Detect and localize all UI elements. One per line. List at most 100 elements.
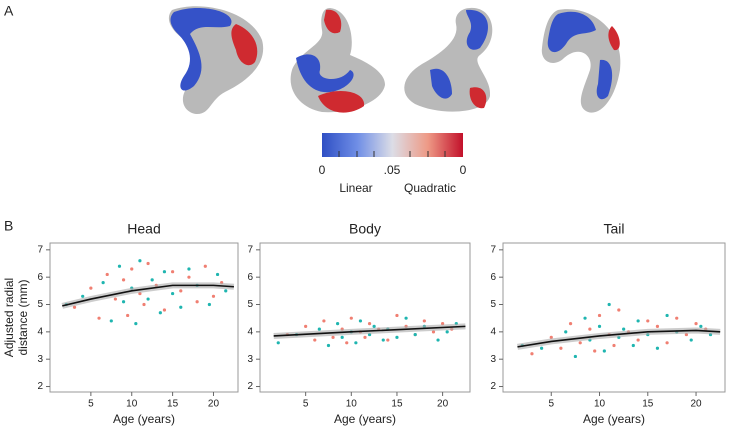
data-point <box>646 319 650 323</box>
data-point <box>322 319 326 323</box>
x-tick-label: 10 <box>126 399 138 410</box>
data-point <box>211 294 216 298</box>
data-point <box>345 341 349 345</box>
y-tick-label: 7 <box>490 244 496 255</box>
data-point <box>171 291 175 296</box>
x-tick-label: 5 <box>303 399 309 410</box>
data-point <box>617 308 621 312</box>
data-point <box>436 338 440 342</box>
data-point <box>195 300 199 304</box>
x-axis-label: Age (years) <box>113 412 175 426</box>
y-tick-label: 7 <box>247 244 253 255</box>
data-point <box>171 270 175 274</box>
data-point <box>121 278 126 282</box>
data-point <box>130 267 134 271</box>
x-tick-label: 20 <box>208 399 220 410</box>
panel-label: B <box>4 218 13 234</box>
data-point <box>622 327 626 331</box>
data-point <box>386 338 390 342</box>
y-tick-label: 3 <box>37 354 43 365</box>
y-tick-label: 6 <box>37 272 43 283</box>
data-point <box>655 324 660 328</box>
y-tick-label: 2 <box>490 381 496 392</box>
x-tick-label: 5 <box>88 399 94 410</box>
y-axis-label: distance (mm) <box>16 279 30 355</box>
data-point <box>150 278 154 282</box>
data-point <box>97 316 101 320</box>
data-point <box>179 289 183 293</box>
data-point <box>72 305 77 309</box>
data-point <box>422 319 426 323</box>
data-point <box>602 349 606 353</box>
y-tick-label: 5 <box>490 299 496 310</box>
data-point <box>363 335 367 339</box>
x-axis-label: Age (years) <box>583 412 645 426</box>
data-point <box>326 343 331 348</box>
data-point <box>367 322 372 326</box>
data-point <box>358 319 363 323</box>
data-point <box>597 313 602 318</box>
data-point <box>187 267 191 271</box>
data-point <box>146 261 150 266</box>
data-point <box>215 272 220 277</box>
y-tick-label: 5 <box>247 299 253 310</box>
x-tick-label: 10 <box>346 399 358 410</box>
hippocampus-view-1 <box>168 6 264 115</box>
data-point <box>179 305 183 309</box>
colorbar-tick-label: 0 <box>319 163 326 177</box>
data-point <box>372 324 376 328</box>
hippocampus-view-3 <box>404 7 493 112</box>
data-point <box>336 322 340 326</box>
data-point <box>313 338 317 342</box>
data-point <box>331 335 335 339</box>
data-point <box>699 324 703 328</box>
x-tick-label: 15 <box>391 399 403 410</box>
data-point <box>694 322 698 326</box>
data-point <box>109 319 113 323</box>
data-point <box>395 335 399 339</box>
data-point <box>549 335 553 339</box>
chart-title: Body <box>349 221 381 237</box>
data-point <box>395 313 399 318</box>
data-point <box>564 330 568 334</box>
plot-frame <box>259 242 471 393</box>
data-point <box>105 272 109 277</box>
y-tick-label: 4 <box>490 326 496 337</box>
y-tick-label: 6 <box>490 272 496 283</box>
data-point <box>121 300 126 304</box>
data-point <box>583 316 587 320</box>
data-point <box>665 341 669 345</box>
colorbar-tick-label: .05 <box>384 163 401 177</box>
data-point <box>597 324 602 328</box>
data-point <box>142 302 146 307</box>
data-point <box>101 281 105 285</box>
data-point <box>607 302 611 307</box>
data-point <box>162 308 167 312</box>
data-point <box>689 338 693 342</box>
x-tick-label: 15 <box>642 399 654 410</box>
chart-title: Tail <box>603 221 624 237</box>
data-point <box>349 316 353 320</box>
data-point <box>431 330 436 334</box>
hippocampus-view-2 <box>290 8 385 113</box>
data-point <box>413 332 417 337</box>
y-tick-label: 4 <box>37 326 43 337</box>
data-point <box>540 346 544 350</box>
data-point <box>146 297 150 301</box>
y-tick-label: 2 <box>37 381 43 392</box>
data-point <box>158 311 162 315</box>
data-point <box>636 319 640 323</box>
data-point <box>276 341 280 345</box>
data-point <box>162 270 167 274</box>
data-point <box>224 289 228 293</box>
y-tick-label: 3 <box>247 354 253 365</box>
x-axis-label: Age (years) <box>334 412 396 426</box>
data-point <box>354 341 358 345</box>
fit-line <box>273 325 466 337</box>
data-point <box>665 313 669 318</box>
data-point <box>381 338 385 342</box>
data-point <box>636 338 640 342</box>
data-point <box>559 346 563 350</box>
y-tick-label: 7 <box>37 244 43 255</box>
